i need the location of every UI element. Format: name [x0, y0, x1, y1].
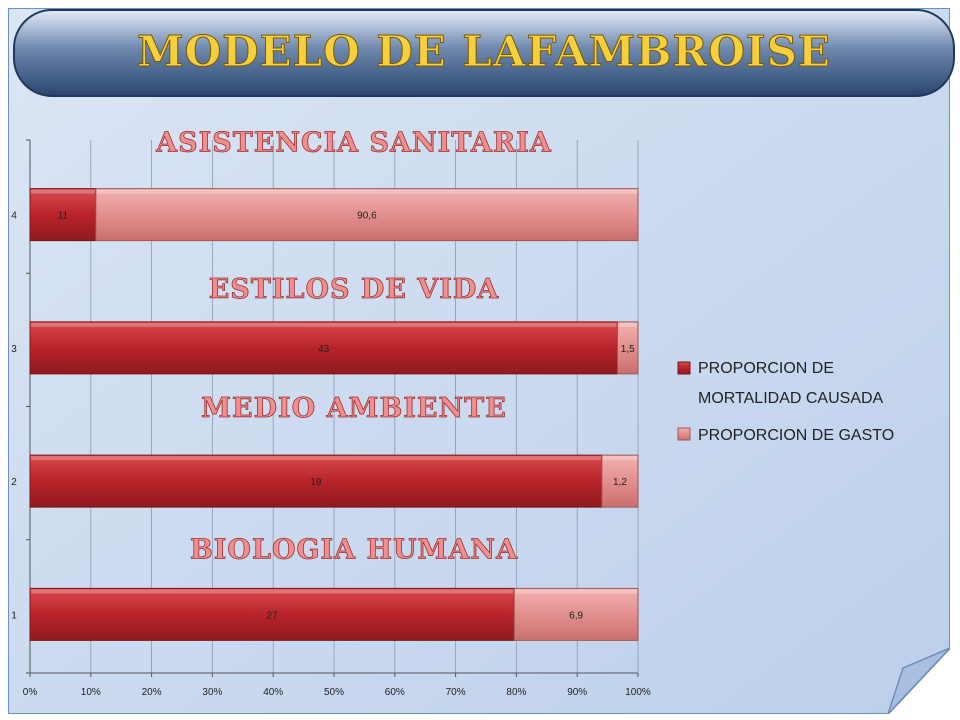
x-tick-label: 10% — [81, 687, 101, 698]
bar-spending — [601, 454, 639, 508]
data-label-spending: 6,9 — [569, 610, 583, 621]
x-tick-label: 30% — [202, 687, 222, 698]
x-tick-label: 0% — [23, 687, 38, 698]
page-curl — [887, 647, 950, 714]
legend-swatch-spending — [677, 427, 691, 441]
x-axis-ticks: 0% 10% 20% 30% 40% 50% 60% 70% 80% 90% 100% — [23, 672, 651, 698]
x-tick-label: 40% — [263, 687, 283, 698]
x-tick-label: 50% — [324, 687, 344, 698]
bar-spending — [617, 321, 639, 375]
category-title: BIOLOGIA HUMANA — [190, 534, 518, 565]
bar-mortality — [29, 587, 515, 641]
data-label-spending: 1,2 — [613, 477, 627, 488]
y-tick-label: 2 — [11, 477, 17, 488]
data-label-mortality: 43 — [318, 344, 330, 355]
x-tick-label: 20% — [142, 687, 162, 698]
y-axis-ticks: 1 2 3 4 — [11, 139, 31, 674]
chart-title: MODELO DE LAFAMBROISE — [137, 27, 831, 76]
category-title: ESTILOS DE VIDA — [209, 274, 500, 305]
x-tick-label: 80% — [506, 687, 526, 698]
bar-highlight — [618, 322, 637, 327]
bar-spending — [513, 587, 639, 641]
y-tick-label: 1 — [11, 610, 17, 621]
data-label-spending: 1,5 — [621, 344, 635, 355]
y-tick-label: 4 — [11, 211, 17, 222]
bar-highlight — [515, 589, 637, 594]
bar-highlight — [31, 456, 601, 461]
x-tick-label: 100% — [625, 687, 651, 698]
bar-highlight — [96, 189, 637, 194]
x-tick-label: 90% — [567, 687, 587, 698]
x-tick-label: 60% — [385, 687, 405, 698]
legend-swatch-mortality — [677, 361, 691, 375]
legend-label-mortality-line1: PROPORCION DE — [698, 360, 834, 377]
legend-label-spending: PROPORCION DE GASTO — [698, 427, 894, 444]
category-title: ASISTENCIA SANITARIA — [155, 128, 552, 159]
x-tick-label: 70% — [446, 687, 466, 698]
bar-spending — [95, 188, 639, 242]
bar-highlight — [31, 189, 95, 194]
category-titles: BIOLOGIA HUMANA MEDIO AMBIENTE ESTILOS DE … — [155, 127, 552, 566]
title-banner: MODELO DE LAFAMBROISE — [13, 9, 955, 97]
y-tick-label: 3 — [11, 344, 17, 355]
legend-label-mortality: PROPORCION DE MORTALIDAD CAUSADA — [698, 360, 884, 407]
bar-highlight — [602, 456, 637, 461]
bar-highlight — [31, 322, 617, 327]
data-label-mortality: 11 — [58, 211, 69, 222]
data-label-mortality: 27 — [267, 610, 279, 621]
bar-mortality — [29, 321, 619, 375]
legend-label-mortality-line2: MORTALIDAD CAUSADA — [698, 390, 884, 407]
data-label-spending: 90,6 — [357, 211, 377, 222]
data-label-mortality: 19 — [310, 477, 322, 488]
category-title: MEDIO AMBIENTE — [201, 393, 507, 424]
bar-highlight — [31, 589, 514, 594]
bar-mortality — [29, 454, 603, 508]
bars: 27 6,9 19 1,2 43 1,5 11 90,6 — [29, 188, 639, 641]
legend: PROPORCION DE MORTALIDAD CAUSADA PROPORC… — [677, 360, 894, 444]
